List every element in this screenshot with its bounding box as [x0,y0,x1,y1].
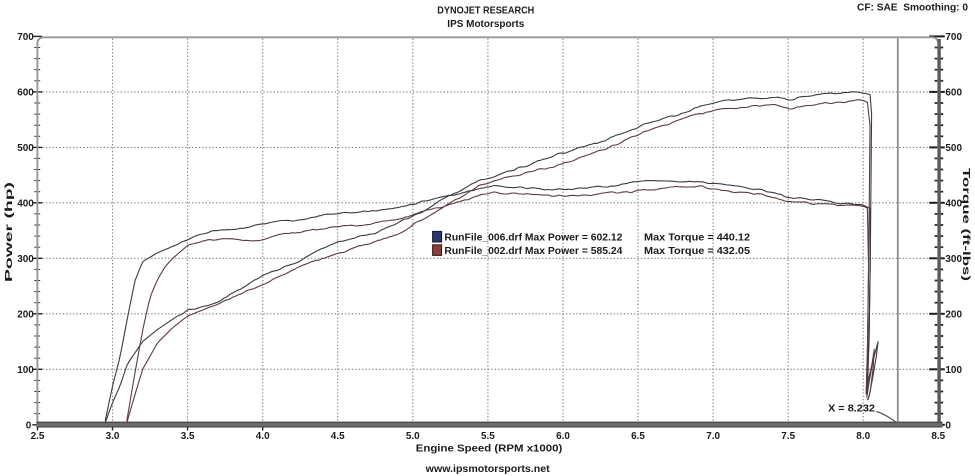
svg-text:CF: SAE Smoothing: 0: CF: SAE Smoothing: 0 [857,2,968,13]
svg-text:www.ipsmotorsports.net: www.ipsmotorsports.net [425,464,551,475]
svg-text:Max Torque = 432.05: Max Torque = 432.05 [644,246,750,257]
svg-text:400: 400 [17,199,34,210]
svg-text:RunFile_006.drf Max Power = 60: RunFile_006.drf Max Power = 602.12 [444,232,622,243]
svg-text:400: 400 [945,199,962,210]
svg-text:700: 700 [945,32,962,43]
svg-text:700: 700 [17,32,34,43]
svg-text:0: 0 [945,421,951,432]
svg-text:100: 100 [17,365,34,376]
svg-text:2.5: 2.5 [31,431,45,442]
svg-text:600: 600 [945,88,962,99]
svg-text:3.5: 3.5 [181,431,195,442]
svg-text:Engine Speed (RPM x1000): Engine Speed (RPM x1000) [416,444,563,455]
svg-text:100: 100 [945,365,962,376]
svg-text:4.0: 4.0 [256,431,270,442]
svg-text:5.5: 5.5 [481,431,495,442]
svg-text:6.0: 6.0 [556,431,570,442]
svg-text:4.5: 4.5 [331,431,345,442]
svg-text:7.0: 7.0 [706,431,720,442]
svg-text:Max Torque = 440.12: Max Torque = 440.12 [644,232,750,243]
svg-text:7.5: 7.5 [781,431,795,442]
svg-text:500: 500 [17,143,34,154]
svg-text:3.0: 3.0 [106,431,120,442]
svg-text:300: 300 [17,254,34,265]
svg-text:200: 200 [17,310,34,321]
svg-text:IPS Motorsports: IPS Motorsports [447,19,524,30]
svg-text:600: 600 [17,88,34,99]
svg-text:RunFile_002.drf Max Power = 58: RunFile_002.drf Max Power = 585.24 [444,246,622,257]
svg-text:8.5: 8.5 [931,431,945,442]
svg-text:Torque (ft-lbs): Torque (ft-lbs) [960,168,971,281]
svg-text:200: 200 [945,310,962,321]
svg-text:300: 300 [945,254,962,265]
svg-text:X = 8.232: X = 8.232 [828,403,875,414]
svg-text:6.5: 6.5 [631,431,645,442]
svg-text:DYNOJET RESEARCH: DYNOJET RESEARCH [437,6,534,17]
svg-text:5.0: 5.0 [406,431,420,442]
svg-text:Power (hp): Power (hp) [4,182,15,282]
svg-text:8.0: 8.0 [856,431,870,442]
svg-text:500: 500 [945,143,962,154]
svg-text:0: 0 [26,421,32,432]
